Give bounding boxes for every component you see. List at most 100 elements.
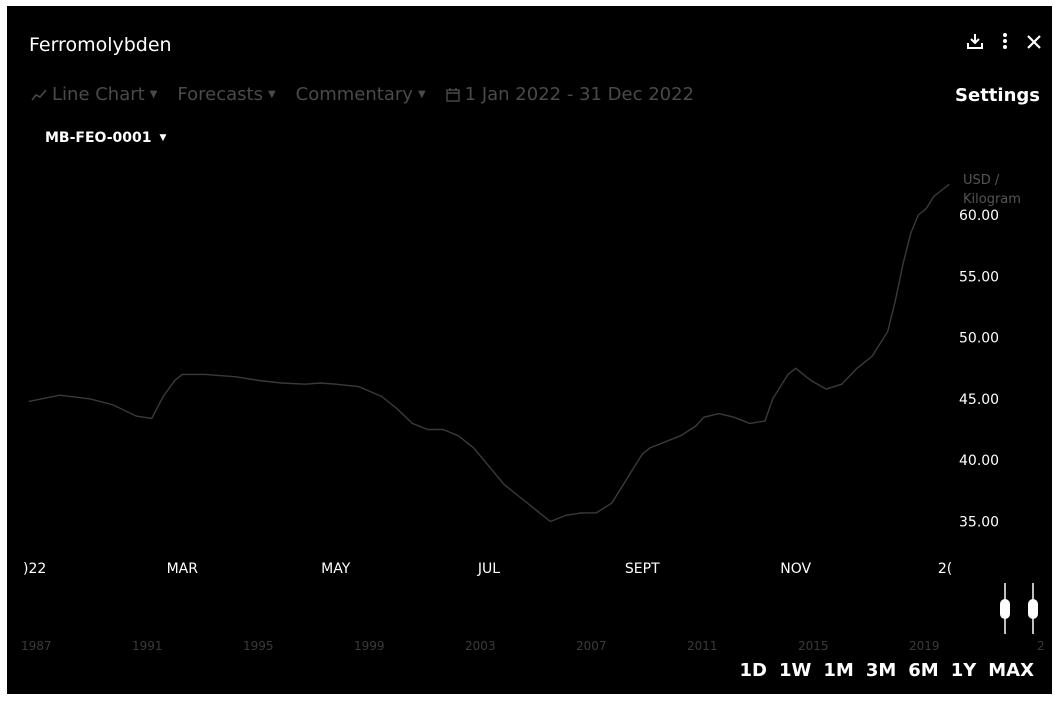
- close-icon[interactable]: [1026, 33, 1042, 55]
- data-point: [181, 373, 183, 375]
- data-point: [695, 425, 697, 427]
- forecasts-dropdown[interactable]: Forecasts ▼: [177, 84, 275, 105]
- data-point: [304, 383, 306, 385]
- data-point: [680, 435, 682, 437]
- data-point: [534, 508, 536, 510]
- range-button-3m[interactable]: 3M: [865, 660, 897, 681]
- data-point: [258, 379, 260, 382]
- data-point: [162, 395, 164, 398]
- widget-title: Ferromolybden: [29, 34, 172, 56]
- data-point: [611, 502, 613, 504]
- data-point: [772, 398, 774, 400]
- data-point: [626, 478, 628, 480]
- navigator-year-label: 2019: [909, 639, 940, 653]
- series-selector[interactable]: MB-FEO-0001 ▼: [45, 130, 166, 146]
- data-point: [411, 422, 413, 424]
- data-point: [595, 512, 597, 514]
- navigator-handle[interactable]: [1000, 583, 1010, 634]
- navigator-handle[interactable]: [1028, 583, 1038, 634]
- calendar-icon: [445, 87, 460, 102]
- chart-toolbar: Line Chart ▼ Forecasts ▼ Commentary ▼ 1 …: [31, 84, 694, 105]
- data-point: [112, 404, 114, 406]
- navigator-year-label: 2015: [798, 639, 829, 653]
- line-chart-icon: [31, 88, 47, 100]
- x-tick-label: )22: [23, 561, 46, 577]
- data-point: [135, 415, 137, 417]
- range-button-6m[interactable]: 6M: [908, 660, 939, 681]
- caret-down-icon: ▼: [159, 133, 167, 143]
- data-point: [59, 394, 61, 396]
- series-selector-label: MB-FEO-0001: [45, 130, 152, 146]
- download-icon[interactable]: [966, 32, 984, 55]
- navigator-year-label: 1991: [132, 639, 163, 653]
- caret-down-icon: ▼: [417, 89, 426, 100]
- data-point: [787, 373, 789, 375]
- data-point: [917, 214, 919, 216]
- data-point: [204, 373, 206, 375]
- data-point: [910, 232, 912, 234]
- data-point: [396, 408, 398, 410]
- range-button-1w[interactable]: 1W: [779, 660, 812, 681]
- y-tick-label: 50.00: [959, 331, 999, 347]
- y-tick-label: 60.00: [959, 208, 999, 224]
- series-line: [28, 183, 950, 523]
- navigator-year-label: 1995: [243, 639, 274, 653]
- data-point: [733, 416, 735, 418]
- data-point: [473, 447, 475, 449]
- data-point: [235, 376, 237, 378]
- data-point: [442, 428, 444, 431]
- data-point: [902, 263, 904, 265]
- date-range-label: 1 Jan 2022 - 31 Dec 2022: [464, 84, 695, 105]
- x-tick-label: SEPT: [625, 561, 660, 577]
- x-tick-label: 2(: [938, 561, 952, 577]
- commentary-dropdown[interactable]: Commentary ▼: [296, 84, 426, 105]
- data-point: [427, 428, 429, 431]
- range-button-1y[interactable]: 1Y: [950, 660, 977, 681]
- range-button-max[interactable]: MAX: [988, 660, 1034, 681]
- range-button-1m[interactable]: 1M: [823, 660, 854, 681]
- data-point: [871, 355, 873, 357]
- data-point: [641, 453, 643, 455]
- navigator-year-label: 1987: [21, 639, 52, 653]
- y-axis-unit-label: USD /: [963, 173, 1000, 188]
- data-point: [948, 183, 950, 185]
- chart-type-dropdown[interactable]: Line Chart ▼: [31, 84, 157, 105]
- navigator-year-label: 2011: [687, 639, 718, 653]
- commentary-label: Commentary: [295, 84, 413, 105]
- data-point: [749, 422, 751, 424]
- data-point: [580, 512, 582, 514]
- data-point: [810, 379, 812, 382]
- y-tick-label: 35.00: [959, 515, 999, 531]
- data-point: [519, 496, 521, 498]
- navigator-year-label: 1999: [354, 639, 385, 653]
- data-point: [841, 383, 843, 385]
- chart-type-label: Line Chart: [52, 84, 145, 105]
- caret-down-icon: ▼: [267, 89, 276, 100]
- data-point: [649, 447, 651, 449]
- range-selector: 1D 1W 1M 3M 6M 1Y MAX: [740, 660, 1034, 681]
- chart-widget: Ferromolybden Line Chart ▼: [7, 6, 1052, 694]
- navigator-year-label: 2007: [576, 639, 607, 653]
- data-point: [281, 382, 283, 384]
- data-point: [381, 395, 383, 398]
- data-point: [894, 300, 896, 302]
- data-point: [764, 420, 766, 422]
- y-tick-label: 45.00: [959, 392, 999, 408]
- data-point: [887, 330, 889, 333]
- date-range-picker[interactable]: 1 Jan 2022 - 31 Dec 2022: [445, 84, 695, 105]
- forecasts-label: Forecasts: [177, 84, 263, 105]
- x-tick-label: MAR: [167, 561, 199, 577]
- data-point: [940, 189, 942, 192]
- data-point: [89, 398, 91, 400]
- data-point: [925, 208, 927, 210]
- data-point: [549, 520, 551, 523]
- data-point: [488, 465, 490, 467]
- data-point: [151, 417, 153, 420]
- more-vertical-icon[interactable]: [1002, 32, 1008, 55]
- data-point: [503, 484, 505, 486]
- data-point: [856, 367, 858, 369]
- range-button-1d[interactable]: 1D: [739, 660, 767, 681]
- settings-button[interactable]: Settings: [955, 85, 1040, 106]
- data-point: [795, 367, 797, 369]
